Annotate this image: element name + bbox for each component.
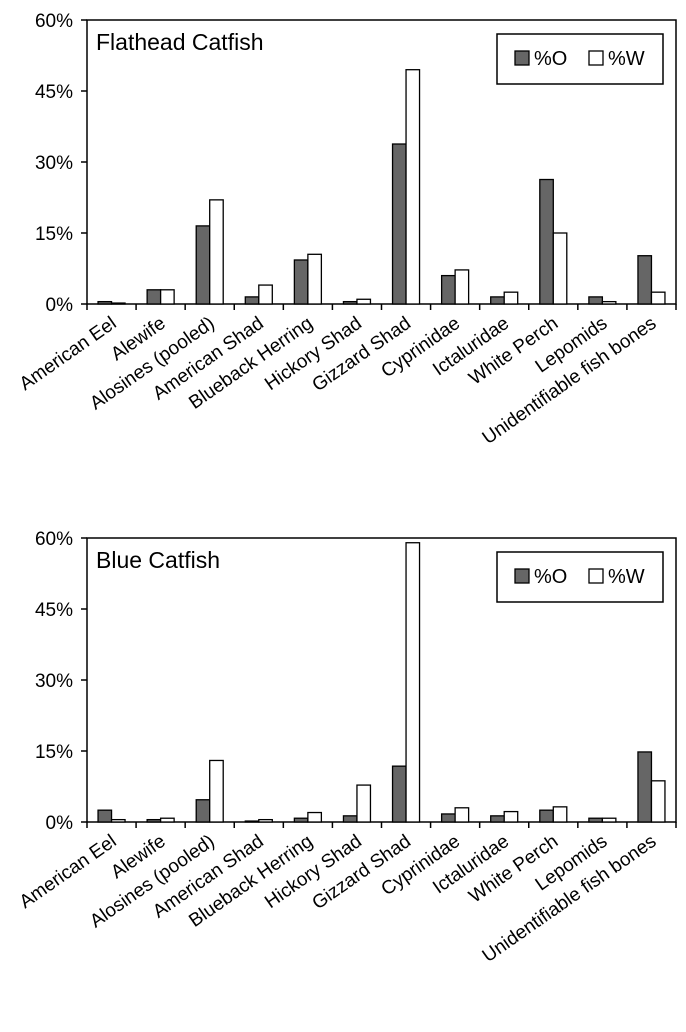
bar-o-blueback-herring xyxy=(293,817,309,823)
bar-w-alosines-pooled xyxy=(209,759,224,823)
bar-o-american-shad xyxy=(244,820,260,823)
bar-w-alosines-pooled xyxy=(209,199,224,305)
bar-w-white-perch xyxy=(552,806,568,823)
y-tick-label: 15% xyxy=(35,742,73,763)
bar-o-american-shad xyxy=(244,296,260,305)
legend-label-o: %O xyxy=(534,48,567,70)
bar-o-alosines-pooled xyxy=(195,225,211,305)
y-tick-label: 60% xyxy=(35,529,73,550)
bar-w-white-perch xyxy=(552,232,568,305)
legend-swatch-o xyxy=(514,50,530,66)
bar-w-ictaluridae xyxy=(503,291,519,305)
bar-o-american-eel xyxy=(97,300,113,305)
bar-o-cyprinidae xyxy=(440,813,456,823)
bar-o-white-perch xyxy=(539,178,554,305)
bar-w-blueback-herring xyxy=(307,811,323,823)
y-tick-label: 45% xyxy=(35,82,73,103)
bar-w-hickory-shad xyxy=(356,298,372,305)
y-tick-label: 15% xyxy=(35,224,73,245)
bar-w-blueback-herring xyxy=(307,253,323,305)
chart-title: Flathead Catfish xyxy=(96,29,263,55)
bar-w-american-shad xyxy=(258,284,273,305)
bar-w-alewife xyxy=(159,289,175,305)
bar-w-unidentifiable-fish-bones xyxy=(650,291,666,305)
y-tick-label: 30% xyxy=(35,153,73,174)
bar-o-gizzard-shad xyxy=(391,765,407,823)
bar-o-ictaluridae xyxy=(490,296,505,305)
bar-w-lepomids xyxy=(601,300,617,305)
legend-swatch-o xyxy=(514,568,530,584)
y-tick-label: 45% xyxy=(35,600,73,621)
bar-o-ictaluridae xyxy=(490,815,505,823)
bar-o-alewife xyxy=(146,289,162,305)
bar-w-lepomids xyxy=(601,817,617,823)
chart-title: Blue Catfish xyxy=(96,547,220,573)
bar-w-ictaluridae xyxy=(503,810,519,823)
bar-o-white-perch xyxy=(539,809,554,823)
bar-o-lepomids xyxy=(588,296,604,305)
bar-w-gizzard-shad xyxy=(405,542,421,823)
legend-label-w: %W xyxy=(608,566,645,588)
legend: %O %W xyxy=(496,33,664,85)
bar-o-hickory-shad xyxy=(342,815,358,823)
bar-o-blueback-herring xyxy=(293,259,309,305)
legend-label-w: %W xyxy=(608,48,645,70)
legend: %O %W xyxy=(496,551,664,603)
bar-o-lepomids xyxy=(588,817,604,823)
bar-o-alosines-pooled xyxy=(195,799,211,823)
y-tick-label: 0% xyxy=(46,813,74,834)
bar-o-alewife xyxy=(146,818,162,823)
bar-w-cyprinidae xyxy=(454,807,470,823)
bar-w-cyprinidae xyxy=(454,269,470,305)
legend-swatch-w xyxy=(588,568,604,584)
bar-w-unidentifiable-fish-bones xyxy=(650,780,666,823)
bar-o-unidentifiable-fish-bones xyxy=(637,255,653,305)
bar-o-unidentifiable-fish-bones xyxy=(637,751,653,823)
bar-o-american-eel xyxy=(97,809,113,823)
bar-o-gizzard-shad xyxy=(391,143,407,305)
bar-w-american-shad xyxy=(258,818,273,823)
bar-w-american-eel xyxy=(110,818,126,823)
bar-w-gizzard-shad xyxy=(405,69,421,305)
legend-swatch-w xyxy=(588,50,604,66)
y-tick-label: 60% xyxy=(35,11,73,32)
bar-w-american-eel xyxy=(110,302,126,305)
bar-w-hickory-shad xyxy=(356,784,372,823)
y-tick-label: 0% xyxy=(46,295,74,316)
chart-panel-1: Flathead Catfish 0% 15% 30% 45% 60% American E… xyxy=(16,11,677,449)
y-tick-label: 30% xyxy=(35,671,73,692)
x-tick-label-american-eel: American Eel xyxy=(16,831,121,913)
bar-w-alewife xyxy=(159,817,175,823)
x-tick-label-american-eel: American Eel xyxy=(16,313,121,395)
bar-o-cyprinidae xyxy=(440,274,456,305)
bar-o-hickory-shad xyxy=(342,300,358,305)
legend-label-o: %O xyxy=(534,566,567,588)
